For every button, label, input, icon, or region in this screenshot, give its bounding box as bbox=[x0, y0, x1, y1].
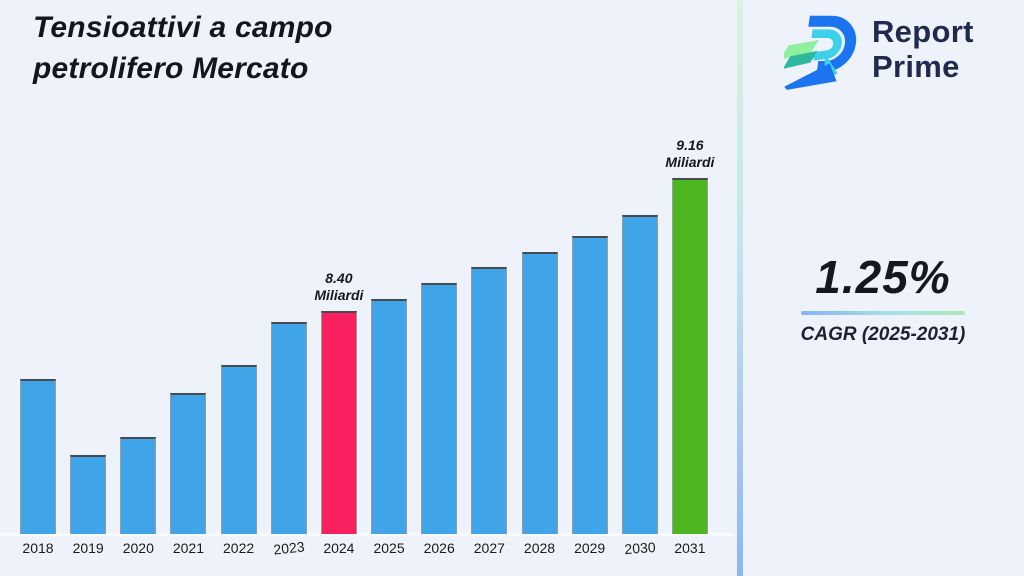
bar-value-unit: Miliardi bbox=[314, 286, 364, 303]
bar-value-number: 9.16 bbox=[676, 136, 704, 153]
report-prime-wordmark: Report Prime bbox=[872, 14, 974, 84]
page-title-line1: Tensioattivi a campo bbox=[33, 11, 333, 44]
wordmark-line1: Report bbox=[872, 14, 974, 49]
x-axis-label-2022: 2022 bbox=[223, 540, 255, 556]
x-axis-label-2019: 2019 bbox=[72, 540, 104, 556]
bar-2025 bbox=[371, 299, 408, 534]
cagr-value: 1.25% bbox=[815, 251, 951, 303]
report-prime-logo-icon bbox=[784, 15, 857, 90]
x-axis-label-2026: 2026 bbox=[423, 540, 455, 556]
vertical-divider bbox=[737, 0, 743, 576]
bar-value-number: 8.40 bbox=[325, 269, 353, 286]
bar-2026 bbox=[421, 283, 458, 534]
x-axis-label-2021: 2021 bbox=[172, 540, 205, 556]
bar-2027 bbox=[471, 267, 508, 534]
x-axis-label-2027: 2027 bbox=[473, 540, 505, 556]
bar-2030 bbox=[621, 215, 658, 534]
bar-2021 bbox=[170, 393, 207, 534]
cagr-caption: CAGR (2025-2031) bbox=[800, 324, 966, 345]
x-axis-label-2025: 2025 bbox=[373, 540, 405, 556]
bar-2023 bbox=[270, 322, 307, 534]
x-axis-label-2020: 2020 bbox=[122, 540, 154, 556]
x-axis-label-2030: 2030 bbox=[623, 538, 656, 558]
bar-2022 bbox=[220, 365, 257, 534]
wordmark-line2: Prime bbox=[872, 49, 960, 85]
cagr-stat-block: 1.25% CAGR (2025-2031) bbox=[752, 250, 1014, 346]
bar-2020 bbox=[120, 437, 157, 534]
bar-2031 bbox=[671, 178, 708, 534]
page-title: Tensioattivi a campo petrolifero Mercato bbox=[33, 8, 333, 90]
stat-underline bbox=[801, 311, 965, 315]
bar-2028 bbox=[521, 252, 558, 534]
bar-value-unit: Miliardi bbox=[665, 153, 715, 170]
x-axis-line bbox=[0, 533, 734, 536]
bar-value-label-2024: 8.40 Miliardi bbox=[314, 270, 363, 304]
x-axis-label-2023: 2023 bbox=[272, 538, 306, 558]
bar-2029 bbox=[571, 236, 608, 534]
x-axis-label-2024: 2024 bbox=[323, 540, 355, 556]
bar-chart: 2018 2019 2020 2021 2022 2023 2024 2025 2026 2027… bbox=[0, 137, 736, 558]
bar-value-label-2031: 9.16 Miliardi bbox=[665, 137, 714, 171]
bar-2024 bbox=[320, 311, 357, 534]
x-axis-label-2031: 2031 bbox=[674, 540, 706, 556]
bar-2018 bbox=[20, 379, 56, 534]
x-axis-label-2028: 2028 bbox=[523, 540, 556, 556]
page-title-line2: petrolifero Mercato bbox=[33, 51, 309, 85]
bar-2019 bbox=[70, 455, 107, 534]
x-axis-label-2029: 2029 bbox=[574, 540, 606, 556]
x-axis-label-2018: 2018 bbox=[22, 540, 54, 556]
